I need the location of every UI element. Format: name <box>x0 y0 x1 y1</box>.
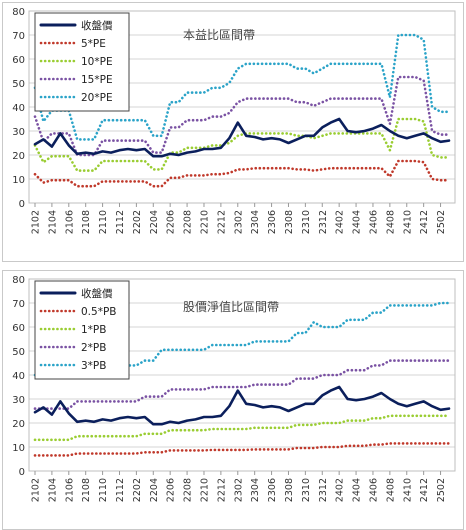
chart1-title: 股價淨值比區間帶 <box>183 299 279 314</box>
chart0-legend-label-3: 15*PE <box>81 74 113 86</box>
chart0-y-tick-label: 70 <box>12 31 25 42</box>
chart1-x-tick-label: 2502 <box>436 478 447 502</box>
pb-band-chart: 0 10 20 30 40 50 60 70 80 2102 2104 2106 2108 2110 211… <box>12 275 456 502</box>
chart1-x-tick-label: 2304 <box>250 478 261 502</box>
chart1-x-tick-label: 2308 <box>284 478 295 502</box>
chart0-y-tick-label: 80 <box>12 7 25 18</box>
chart1-x-tick-label: 2110 <box>98 478 109 502</box>
chart1-legend-label-2: 1*PB <box>81 324 106 336</box>
chart1-x-tick-label: 2106 <box>64 478 75 502</box>
chart1-y-tick-label: 50 <box>12 347 25 358</box>
chart1-x-tick-label: 2302 <box>233 478 244 502</box>
chart1-series-1-line <box>33 442 451 457</box>
chart0-x-tick-label: 2208 <box>183 210 194 234</box>
chart0-x-tick-label: 2402 <box>335 210 346 234</box>
chart1-series-2-line <box>33 414 451 442</box>
chart0-x-tick-label: 2202 <box>132 210 143 234</box>
chart1-x-tick-label: 2204 <box>149 478 160 502</box>
chart0-legend <box>34 12 130 112</box>
chart1-y-tick-label: 40 <box>12 371 25 382</box>
chart0-x-tick-label: 2106 <box>64 210 75 234</box>
chart0-plot-area <box>28 10 456 204</box>
chart0-x-tick-label: 2406 <box>368 210 379 234</box>
chart0-x-tick-label: 2312 <box>318 210 329 234</box>
chart0-y-tick-label: 30 <box>12 127 25 138</box>
chart1-x-tick-label: 2210 <box>199 478 210 502</box>
chart1-y-tick-label: 70 <box>12 299 25 310</box>
chart0-y-tick-label: 20 <box>12 151 25 162</box>
chart0-x-tick-label: 2306 <box>267 210 278 234</box>
chart1-x-tick-label: 2404 <box>352 478 363 502</box>
chart1-y-tick-label: 0 <box>19 467 25 478</box>
chart1-series-3-line <box>33 359 451 410</box>
pe-band-chart: 0 10 20 30 40 50 60 70 80 2102 2104 2106 2108 2110 211… <box>12 7 456 234</box>
chart0-legend-label-0: 收盤價 <box>81 19 113 32</box>
chart0-x-tick-label: 2108 <box>81 210 92 234</box>
chart0-x-tick-label: 2412 <box>419 210 430 234</box>
chart1-legend <box>34 280 130 380</box>
chart0-legend-label-2: 10*PE <box>81 56 113 68</box>
chart0-y-tick-label: 0 <box>19 199 25 210</box>
chart1-x-tick-label: 2104 <box>47 478 58 502</box>
chart1-y-tick-label: 20 <box>12 419 25 430</box>
chart1-y-tick-label: 60 <box>12 323 25 334</box>
chart1-series-0-line <box>33 385 451 426</box>
chart1-x-tick-label: 2306 <box>267 478 278 502</box>
chart1-x-tick-label: 2112 <box>115 478 126 502</box>
chart0-series-1-line <box>33 159 451 188</box>
chart0-series-4-line <box>33 33 451 141</box>
chart1-x-tick-label: 2408 <box>385 478 396 502</box>
chart1-x-tick-label: 2312 <box>318 478 329 502</box>
chart0-x-tick-label: 2408 <box>385 210 396 234</box>
chart0-y-tick-label: 50 <box>12 79 25 90</box>
chart0-x-tick-label: 2310 <box>301 210 312 234</box>
chart0-x-tick-label: 2110 <box>98 210 109 234</box>
chart0-x-tick-label: 2112 <box>115 210 126 234</box>
chart1-x-tick-label: 2206 <box>166 478 177 502</box>
chart0-x-tick-label: 2212 <box>216 210 227 234</box>
pe-band-chart-panel: 0 10 20 30 40 50 60 70 80 2102 2104 2106 2108 2110 211… <box>2 2 464 262</box>
chart0-x-tick-label: 2104 <box>47 210 58 234</box>
chart0-x-tick-label: 2410 <box>402 210 413 234</box>
chart1-x-tick-label: 2402 <box>335 478 346 502</box>
chart0-x-tick-label: 2204 <box>149 210 160 234</box>
chart0-series-2-line <box>33 117 451 172</box>
chart1-legend-label-1: 0.5*PB <box>81 306 116 318</box>
chart0-x-tick-label: 2304 <box>250 210 261 234</box>
chart0-x-tick-label: 2206 <box>166 210 177 234</box>
chart1-y-tick-label: 80 <box>12 275 25 286</box>
chart0-legend-label-1: 5*PE <box>81 38 106 50</box>
chart0-x-tick-label: 2302 <box>233 210 244 234</box>
chart0-legend-label-4: 20*PE <box>81 92 113 104</box>
chart0-y-tick-label: 40 <box>12 103 25 114</box>
chart1-y-tick-label: 10 <box>12 443 25 454</box>
chart1-y-tick-label: 30 <box>12 395 25 406</box>
chart1-x-tick-label: 2310 <box>301 478 312 502</box>
chart0-x-tick-label: 2102 <box>31 210 42 234</box>
chart1-legend-label-3: 2*PB <box>81 342 106 354</box>
chart1-x-tick-label: 2410 <box>402 478 413 502</box>
chart0-x-tick-label: 2308 <box>284 210 295 234</box>
chart0-y-tick-label: 60 <box>12 55 25 66</box>
chart0-y-tick-label: 10 <box>12 175 25 186</box>
chart0-x-tick-label: 2502 <box>436 210 447 234</box>
chart1-x-tick-label: 2202 <box>132 478 143 502</box>
chart1-x-tick-label: 2102 <box>31 478 42 502</box>
chart0-x-tick-label: 2210 <box>199 210 210 234</box>
chart0-series-0-line <box>33 117 451 158</box>
chart1-legend-label-0: 收盤價 <box>81 287 113 300</box>
chart0-x-tick-label: 2404 <box>352 210 363 234</box>
chart1-x-tick-label: 2108 <box>81 478 92 502</box>
chart1-x-tick-label: 2412 <box>419 478 430 502</box>
chart1-x-tick-label: 2212 <box>216 478 227 502</box>
chart0-series-3-line <box>33 75 451 157</box>
pb-band-chart-panel: 0 10 20 30 40 50 60 70 80 2102 2104 2106 2108 2110 211… <box>2 270 464 530</box>
chart1-x-tick-label: 2406 <box>368 478 379 502</box>
chart0-title: 本益比區間帶 <box>183 28 255 42</box>
chart1-legend-label-4: 3*PB <box>81 360 106 372</box>
chart1-x-tick-label: 2208 <box>183 478 194 502</box>
chart1-plot-area <box>28 278 456 472</box>
